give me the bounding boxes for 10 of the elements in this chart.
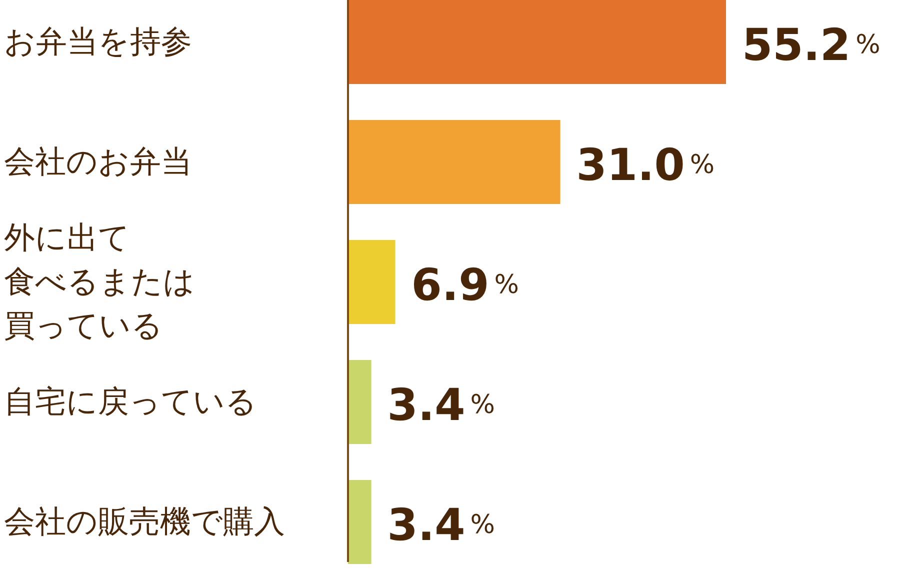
y-tick-label: お弁当を持参 xyxy=(4,23,193,62)
data-label: 3.4% xyxy=(387,500,495,550)
y-tick-label: 会社のお弁当 xyxy=(4,143,193,182)
data-label: 3.4% xyxy=(387,380,495,430)
y-tick-label: 自宅に戻っている xyxy=(4,383,258,422)
data-label: 31.0% xyxy=(576,140,715,190)
y-tick-label: 外に出て食べるまたは買っている xyxy=(4,219,196,346)
data-label: 6.9% xyxy=(411,260,519,310)
y-tick-label: 会社の販売機で購入 xyxy=(4,503,286,542)
data-label: 55.2% xyxy=(742,20,880,70)
